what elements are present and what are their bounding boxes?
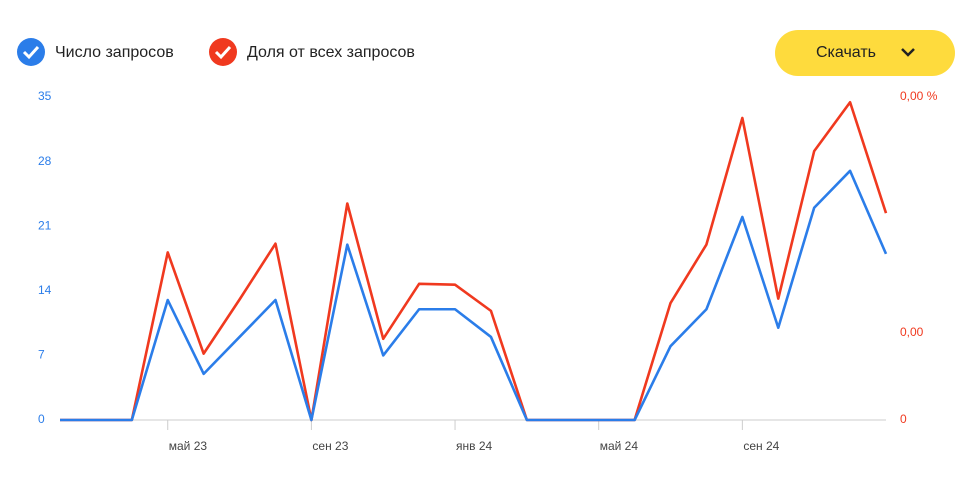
legend-check[interactable] <box>17 38 45 66</box>
y2-tick-label: 0,00 % <box>900 89 938 103</box>
x-tick-label: сен 24 <box>743 439 779 453</box>
y-tick-label: 21 <box>38 218 52 232</box>
legend-label[interactable]: Число запросов <box>55 44 174 61</box>
series-line <box>60 169 888 422</box>
y-tick-label: 7 <box>38 348 45 362</box>
legend-label[interactable]: Доля от всех запросов <box>247 44 415 61</box>
y-tick-label: 35 <box>38 89 52 103</box>
button-bg[interactable] <box>775 30 955 76</box>
x-tick-label: сен 23 <box>312 439 348 453</box>
legend-check[interactable] <box>209 38 237 66</box>
y2-tick-label: 0 <box>900 412 907 426</box>
series-line <box>60 100 888 422</box>
button-label[interactable]: Скачать <box>816 44 876 61</box>
x-tick-label: янв 24 <box>456 439 493 453</box>
check-icon <box>214 45 232 60</box>
chevron <box>901 48 915 57</box>
y-tick-label: 0 <box>38 412 45 426</box>
x-tick-label: май 24 <box>600 439 639 453</box>
y2-tick-label: 0,00 <box>900 325 924 339</box>
y-tick-label: 14 <box>38 283 52 297</box>
check-icon <box>22 45 40 60</box>
legend: Число запросов Доля от всех запросов <box>17 38 415 66</box>
download-button[interactable]: Скачать <box>775 30 955 76</box>
x-tick-label: май 23 <box>169 439 208 453</box>
y-tick-label: 28 <box>38 154 52 168</box>
